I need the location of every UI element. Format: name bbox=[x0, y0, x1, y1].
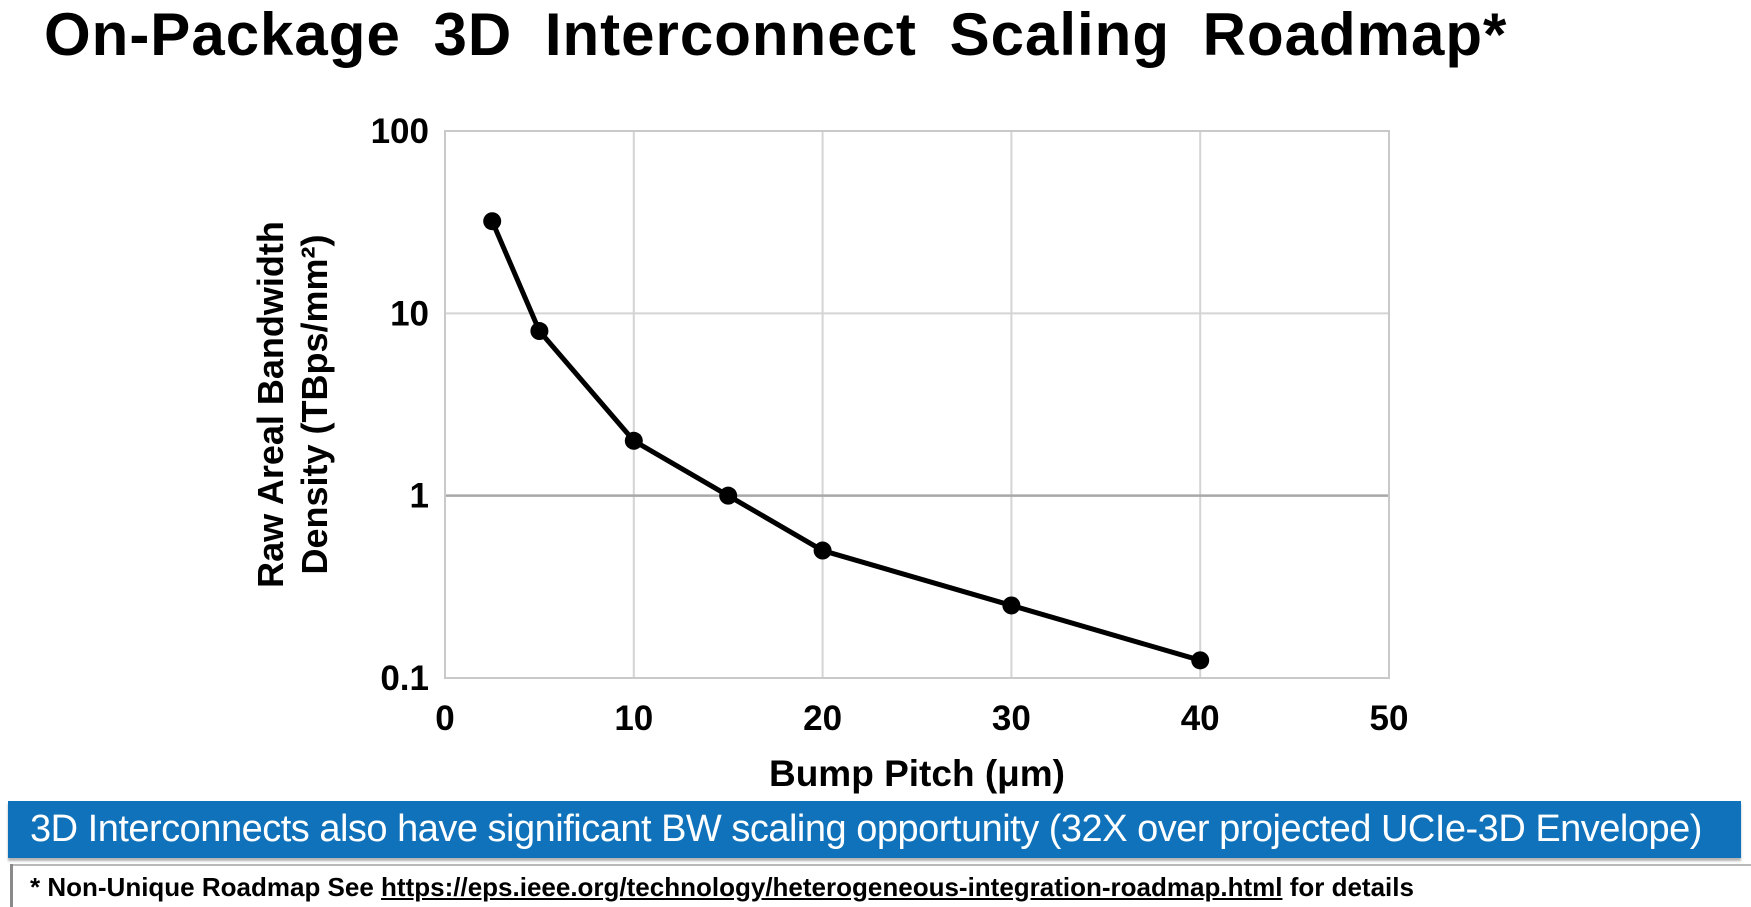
y-axis-title: Raw Areal Bandwidth Density (TBps/mm²) bbox=[250, 221, 335, 588]
footnote-left-bar bbox=[10, 864, 13, 907]
data-point bbox=[813, 541, 832, 560]
x-tick-label: 20 bbox=[803, 699, 842, 738]
footnote-top-rule bbox=[10, 864, 1751, 866]
footnote-prefix: * Non-Unique Roadmap See bbox=[30, 872, 382, 902]
footnote-suffix: for details bbox=[1282, 872, 1414, 902]
y-axis-title-line2: Density (TBps/mm²) bbox=[294, 234, 335, 574]
page-title: On-Package 3D Interconnect Scaling Roadm… bbox=[44, 1, 1508, 68]
y-tick-label: 0.1 bbox=[380, 659, 429, 698]
x-tick-label: 40 bbox=[1181, 699, 1220, 738]
x-tick-label: 10 bbox=[614, 699, 653, 738]
x-tick-label: 30 bbox=[992, 699, 1031, 738]
y-tick-label: 10 bbox=[390, 294, 429, 333]
roadmap-line bbox=[489, 218, 1203, 663]
data-point bbox=[1191, 651, 1210, 670]
bandwidth-vs-pitch-chart: 100 10 1 0.10 10 20 30 40 50 Bump Pitch (μm) Raw A… bbox=[250, 112, 1409, 794]
y-tick-label: 1 bbox=[410, 477, 429, 516]
data-point bbox=[1002, 596, 1021, 615]
data-point bbox=[719, 486, 738, 505]
plot-border bbox=[444, 130, 1390, 679]
x-tick-label: 50 bbox=[1370, 699, 1409, 738]
x-tick-label: 0 bbox=[435, 699, 454, 738]
data-point bbox=[483, 212, 502, 231]
data-point bbox=[530, 322, 549, 341]
y-axis-title-line1: Raw Areal Bandwidth bbox=[250, 221, 291, 588]
key-message-text: 3D Interconnects also have significant B… bbox=[30, 808, 1702, 850]
data-point bbox=[624, 431, 643, 450]
y-tick-label: 100 bbox=[371, 112, 429, 151]
x-axis-title: Bump Pitch (μm) bbox=[769, 753, 1065, 794]
footnote-link[interactable]: https://eps.ieee.org/technology/heteroge… bbox=[381, 872, 1283, 902]
key-message-banner: 3D Interconnects also have significant B… bbox=[8, 801, 1741, 858]
footnote: * Non-Unique Roadmap See https://eps.iee… bbox=[30, 872, 1731, 903]
